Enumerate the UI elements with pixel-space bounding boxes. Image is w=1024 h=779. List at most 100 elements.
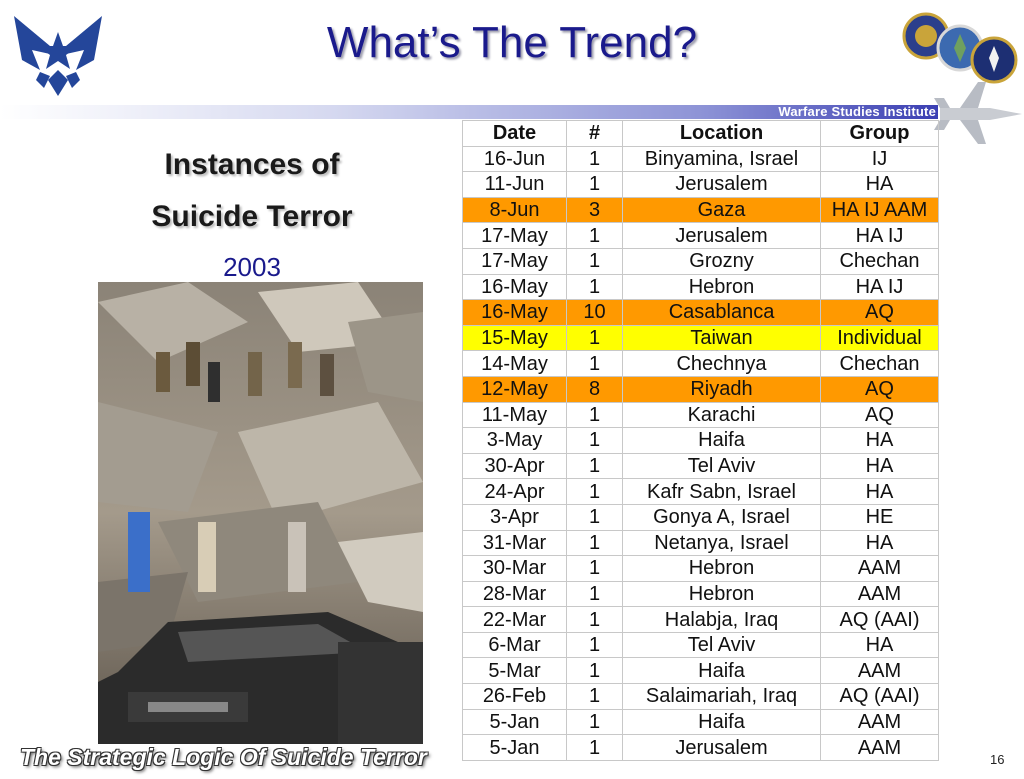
cell-date: 26-Feb	[462, 683, 567, 710]
cell-count: 1	[566, 683, 623, 710]
cell-location: Jerusalem	[622, 734, 821, 761]
jet-icon	[934, 82, 1022, 144]
cell-location: Riyadh	[622, 375, 821, 403]
table-row: 11-May 1 Karachi AQ	[462, 401, 939, 429]
cell-date: 17-May	[462, 247, 567, 275]
cell-count: 3	[566, 196, 623, 224]
cell-count: 1	[566, 247, 623, 275]
cell-count: 1	[566, 734, 623, 761]
cell-date: 6-Mar	[462, 631, 567, 659]
table-row: 5-Jan 1 Jerusalem AAM	[462, 734, 939, 761]
cell-location: Binyamina, Israel	[622, 145, 821, 173]
cell-count: 1	[566, 171, 623, 198]
cell-group: AAM	[820, 708, 939, 736]
banner-text: Warfare Studies Institute	[778, 104, 936, 119]
cell-location: Haifa	[622, 657, 821, 685]
cell-date: 24-Apr	[462, 478, 567, 505]
cell-group: Chechan	[820, 350, 939, 377]
cell-location: Hebron	[622, 580, 821, 608]
table-row: 17-May 1 Grozny Chechan	[462, 247, 939, 275]
cell-date: 11-May	[462, 401, 567, 429]
cell-group: HA	[820, 452, 939, 480]
cell-count: 8	[566, 375, 623, 403]
cell-group: AAM	[820, 555, 939, 582]
cell-date: 3-May	[462, 427, 567, 454]
cell-group: AQ	[820, 299, 939, 326]
cell-location: Jerusalem	[622, 171, 821, 198]
cell-date: 5-Jan	[462, 708, 567, 736]
cell-count: 1	[566, 222, 623, 249]
table-row: 16-Jun 1 Binyamina, Israel IJ	[462, 145, 939, 173]
cell-location: Casablanca	[622, 299, 821, 326]
cell-group: Individual	[820, 324, 939, 352]
cell-date: 17-May	[462, 222, 567, 249]
section-heading-line1: Instances of	[164, 148, 340, 181]
cell-group: AQ (AAI)	[820, 683, 939, 710]
header-banner	[0, 105, 938, 119]
table-row: 3-Apr 1 Gonya A, Israel HE	[462, 503, 939, 531]
table-row: 12-May 8 Riyadh AQ	[462, 375, 939, 403]
cell-location: Jerusalem	[622, 222, 821, 249]
cell-count: 1	[566, 145, 623, 173]
cell-count: 1	[566, 324, 623, 352]
cell-date: 30-Mar	[462, 555, 567, 582]
cell-count: 1	[566, 452, 623, 480]
air-force-logo	[14, 16, 102, 96]
header-group: Group	[820, 120, 939, 147]
cell-group: HA	[820, 427, 939, 454]
cell-date: 14-May	[462, 350, 567, 377]
cell-date: 15-May	[462, 324, 567, 352]
cell-location: Taiwan	[622, 324, 821, 352]
table-row: 26-Feb 1 Salaimariah, Iraq AQ (AAI)	[462, 683, 939, 710]
cell-group: AQ	[820, 401, 939, 429]
cell-date: 30-Apr	[462, 452, 567, 480]
section-heading-line2: Suicide Terror	[151, 200, 353, 233]
cell-location: Chechnya	[622, 350, 821, 377]
year-label: 2003	[223, 252, 281, 282]
cell-count: 1	[566, 606, 623, 633]
table-row: 11-Jun 1 Jerusalem HA	[462, 171, 939, 198]
table-row: 30-Mar 1 Hebron AAM	[462, 555, 939, 582]
cell-date: 5-Jan	[462, 734, 567, 761]
cell-date: 12-May	[462, 375, 567, 403]
cell-group: AQ	[820, 375, 939, 403]
cell-location: Halabja, Iraq	[622, 606, 821, 633]
cell-date: 16-Jun	[462, 145, 567, 173]
cell-count: 1	[566, 657, 623, 685]
cell-group: AAM	[820, 580, 939, 608]
cell-group: HA	[820, 478, 939, 505]
cell-count: 1	[566, 503, 623, 531]
cell-date: 5-Mar	[462, 657, 567, 685]
cell-group: AQ (AAI)	[820, 606, 939, 633]
cell-location: Kafr Sabn, Israel	[622, 478, 821, 505]
cell-location: Hebron	[622, 273, 821, 301]
table-row: 15-May 1 Taiwan Individual	[462, 324, 939, 352]
suicide-terror-table: Date # Location Group 16-Jun 1 Binyamina, …	[462, 120, 939, 761]
cell-group: HA IJ	[820, 222, 939, 249]
header-location: Location	[622, 120, 821, 147]
cell-date: 16-May	[462, 273, 567, 301]
cell-count: 1	[566, 427, 623, 454]
bombing-aftermath-photo	[98, 282, 423, 744]
cell-group: IJ	[820, 145, 939, 173]
cell-location: Haifa	[622, 708, 821, 736]
cell-location: Gaza	[622, 196, 821, 224]
table-row: 22-Mar 1 Halabja, Iraq AQ (AAI)	[462, 606, 939, 633]
cell-location: Salaimariah, Iraq	[622, 683, 821, 710]
page-number: 16	[990, 752, 1005, 767]
cell-count: 1	[566, 555, 623, 582]
cell-count: 1	[566, 631, 623, 659]
cell-count: 1	[566, 708, 623, 736]
cell-group: HE	[820, 503, 939, 531]
cell-location: Grozny	[622, 247, 821, 275]
table-row: 5-Jan 1 Haifa AAM	[462, 708, 939, 736]
table-row: 17-May 1 Jerusalem HA IJ	[462, 222, 939, 249]
cell-group: HA	[820, 529, 939, 557]
table-row: 16-May 1 Hebron HA IJ	[462, 273, 939, 301]
table-row: 3-May 1 Haifa HA	[462, 427, 939, 454]
table-row: 14-May 1 Chechnya Chechan	[462, 350, 939, 377]
table-row: 5-Mar 1 Haifa AAM	[462, 657, 939, 685]
cell-count: 1	[566, 478, 623, 505]
slide-title: What’s The Trend?	[326, 18, 698, 67]
university-seals	[902, 12, 1018, 84]
